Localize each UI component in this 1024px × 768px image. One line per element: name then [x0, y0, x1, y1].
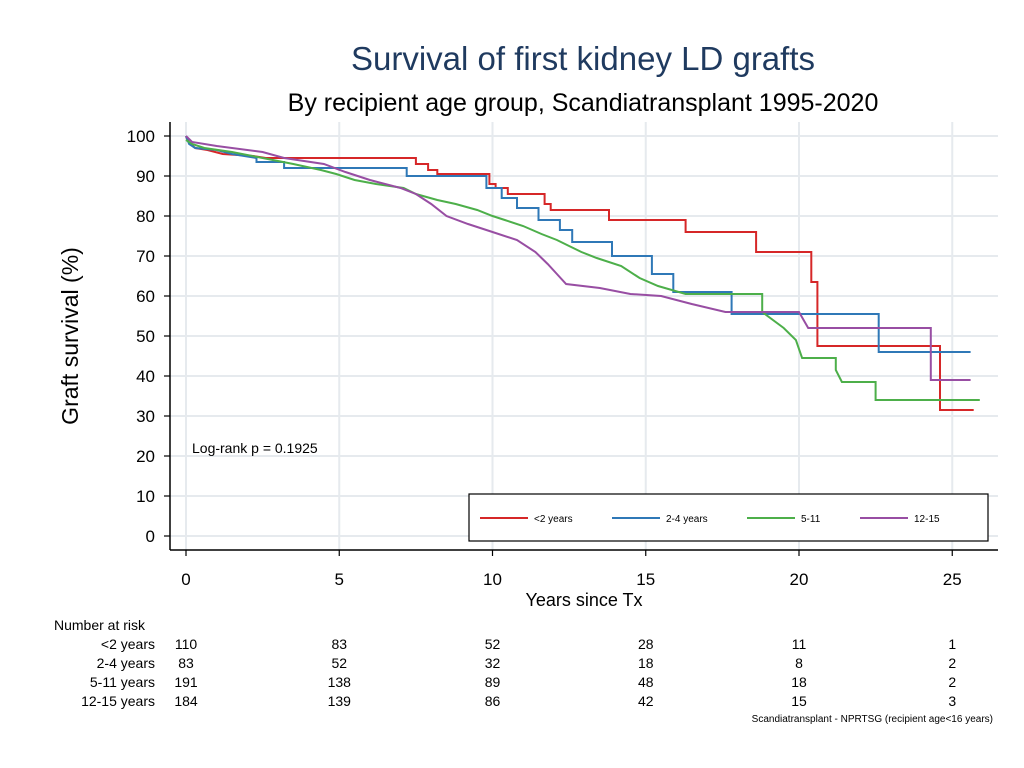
risk-value: 18	[638, 655, 654, 671]
risk-value: 15	[791, 693, 807, 709]
y-axis-ticks: 0 10 20 30 40 50 60 70 80 90 100	[127, 127, 170, 546]
legend-label: 2-4 years	[666, 514, 708, 525]
y-tick-label: 80	[136, 207, 155, 226]
x-tick-label: 0	[181, 570, 190, 589]
chart-title: Survival of first kidney LD grafts	[351, 40, 815, 77]
x-tick-label: 25	[943, 570, 962, 589]
y-tick-label: 60	[136, 287, 155, 306]
risk-table-label: Number at risk	[54, 617, 146, 633]
x-tick-label: 20	[790, 570, 809, 589]
risk-value: 184	[174, 693, 198, 709]
risk-row-label: 12-15 years	[81, 693, 155, 709]
series-line-3	[185, 139, 980, 401]
x-tick-label: 10	[483, 570, 502, 589]
risk-row-label: 2-4 years	[97, 655, 155, 671]
risk-value: 42	[638, 693, 654, 709]
risk-value: 8	[795, 655, 803, 671]
y-tick-label: 100	[127, 127, 155, 146]
risk-value: 28	[638, 636, 654, 652]
y-tick-label: 40	[136, 367, 155, 386]
risk-value: 48	[638, 674, 654, 690]
footnote: Scandiatransplant - NPRTSG (recipient ag…	[752, 714, 993, 725]
risk-value: 1	[948, 636, 956, 652]
legend-label: 5-11	[801, 514, 821, 525]
risk-value: 110	[175, 636, 198, 652]
legend-label: <2 years	[534, 514, 573, 525]
legend-label: 12-15	[914, 514, 940, 525]
risk-value: 3	[948, 693, 956, 709]
x-axis-label: Years since Tx	[525, 590, 642, 610]
log-rank-annotation: Log-rank p = 0.1925	[192, 440, 318, 456]
risk-row-label: 5-11 years	[90, 674, 155, 690]
risk-value: 2	[948, 674, 956, 690]
grid-lines	[170, 122, 998, 550]
risk-value: 89	[485, 674, 501, 690]
risk-value: 139	[328, 693, 352, 709]
y-axis-label: Graft survival (%)	[57, 247, 83, 425]
y-tick-label: 90	[136, 167, 155, 186]
risk-value: 52	[331, 655, 347, 671]
chart-subtitle: By recipient age group, Scandiatransplan…	[288, 89, 879, 117]
series-line-4	[185, 135, 971, 381]
risk-value: 83	[178, 655, 194, 671]
risk-value: 52	[485, 636, 501, 652]
risk-value: 138	[328, 674, 352, 690]
y-tick-label: 70	[136, 247, 155, 266]
series-line-2	[185, 135, 971, 353]
risk-value: 191	[174, 674, 198, 690]
risk-value: 11	[792, 636, 807, 652]
y-tick-label: 0	[146, 527, 155, 546]
risk-row-label: <2 years	[101, 636, 155, 652]
legend: <2 years 2-4 years 5-11 12-15	[468, 493, 989, 542]
risk-value: 83	[331, 636, 347, 652]
series-lines	[185, 135, 980, 411]
risk-value: 86	[485, 693, 501, 709]
risk-table: <2 years 110 83 52 28 11 12-4 years 83 52 32 18 8 25…	[81, 636, 956, 709]
risk-value: 32	[485, 655, 501, 671]
y-tick-label: 30	[136, 407, 155, 426]
risk-value: 18	[791, 674, 807, 690]
y-tick-label: 10	[136, 487, 155, 506]
x-tick-label: 5	[335, 570, 344, 589]
y-tick-label: 20	[136, 447, 155, 466]
y-tick-label: 50	[136, 327, 155, 346]
x-tick-label: 15	[636, 570, 655, 589]
x-axis-ticks: 0 5 10 15 20 25	[181, 550, 962, 589]
risk-value: 2	[948, 655, 956, 671]
